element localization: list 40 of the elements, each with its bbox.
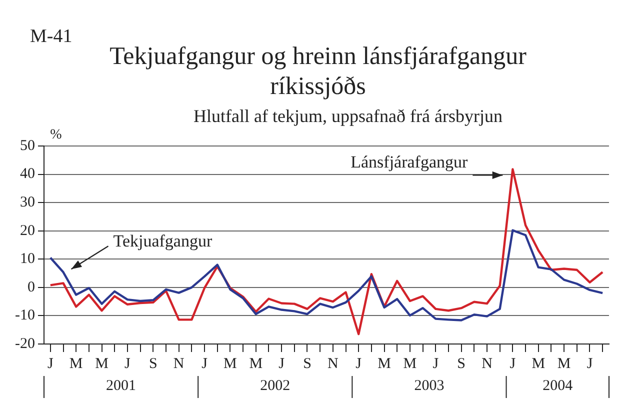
text: 2002 bbox=[260, 378, 290, 394]
y-axis-title: % bbox=[50, 128, 62, 143]
y-tick-label: 30 bbox=[20, 194, 35, 211]
x-tick-label: M bbox=[403, 356, 417, 372]
x-tick-label: M bbox=[557, 356, 571, 372]
x-tick-label: M bbox=[224, 356, 237, 372]
x-tick-label: M bbox=[532, 356, 546, 372]
y-tick-label: 40 bbox=[20, 166, 35, 182]
text: 2004 bbox=[542, 378, 574, 394]
x-tick-label: M bbox=[249, 356, 263, 372]
x-tick-label: S bbox=[457, 356, 466, 372]
chart-subtitle: Hlutfall af tekjum, uppsafnað frá ársbyrjun bbox=[192, 106, 504, 127]
x-tick-label: N bbox=[173, 356, 184, 372]
x-tick-label: N bbox=[482, 356, 493, 372]
x-tick-label: M bbox=[378, 356, 391, 372]
chart-title: Tekjuafgangur og hreinn lánsfjárafgangur ríkissjóðs bbox=[108, 42, 528, 102]
series-label: Tekjuafgangur bbox=[113, 232, 212, 251]
y-tick-label: 50 bbox=[20, 138, 35, 154]
x-tick-label: S bbox=[303, 356, 312, 372]
y-tick-label: 20 bbox=[20, 222, 35, 239]
text: 2001 bbox=[106, 378, 136, 394]
text: M-41 bbox=[30, 26, 72, 48]
x-tick-label: N bbox=[327, 356, 338, 372]
text: Lánsfjárafgangur bbox=[350, 152, 468, 172]
x-tick-label: J bbox=[278, 356, 285, 372]
x-tick-label: J bbox=[124, 356, 131, 372]
x-tick-label: J bbox=[586, 356, 593, 372]
x-tick-label: J bbox=[202, 356, 208, 372]
y-tick-label: -10 bbox=[14, 308, 35, 324]
y-tick-label: 10 bbox=[20, 251, 35, 268]
x-tick-label: S bbox=[148, 356, 158, 372]
x-tick-label: M bbox=[69, 356, 83, 372]
x-tick-label: M bbox=[95, 356, 108, 372]
x-tick-label: J bbox=[356, 356, 362, 372]
x-tick-label: J bbox=[47, 356, 54, 372]
x-tick-label: J bbox=[432, 356, 439, 372]
text: 2003 bbox=[414, 378, 444, 394]
x-tick-label: J bbox=[510, 356, 516, 372]
y-tick-label: 0 bbox=[27, 279, 35, 296]
y-tick-label: -20 bbox=[14, 336, 35, 352]
